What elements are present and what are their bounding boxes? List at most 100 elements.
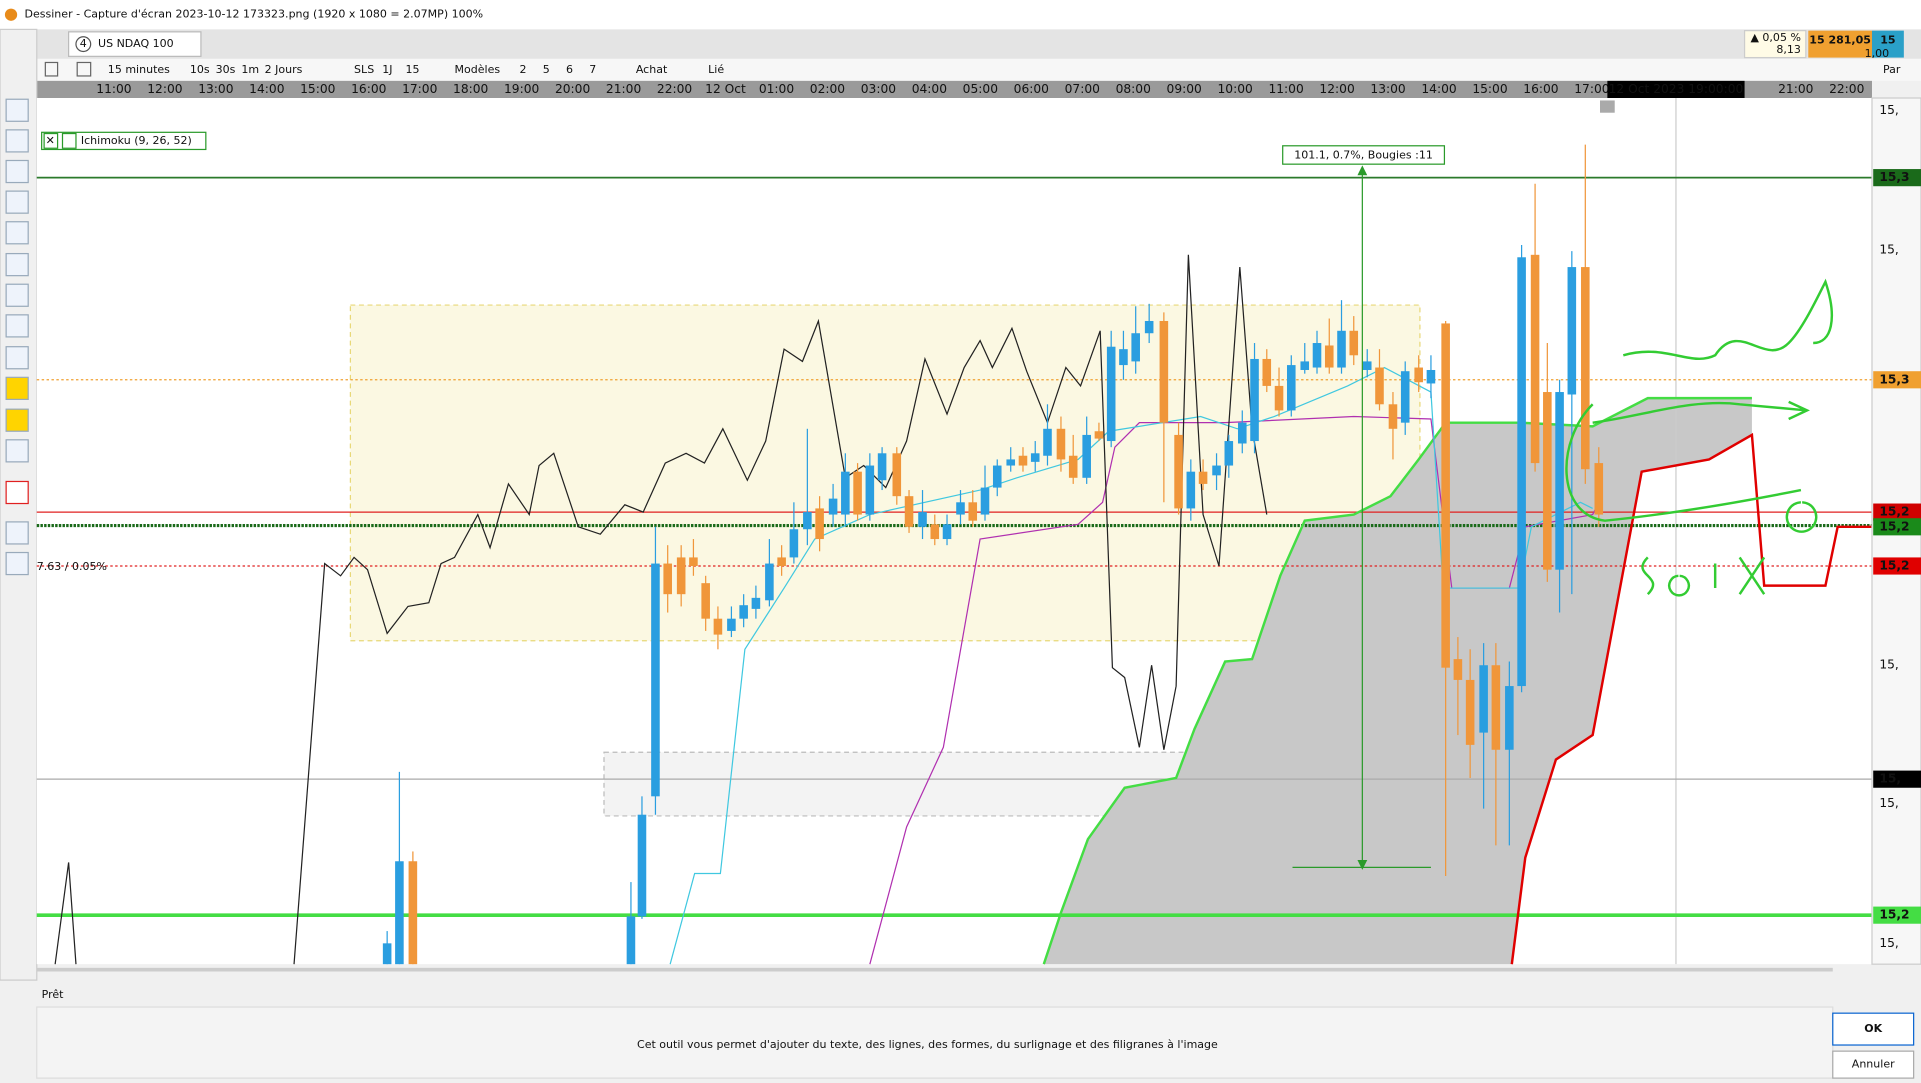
tenkan [669, 366, 1593, 965]
layout[interactable]: 6 [566, 63, 573, 76]
layout[interactable]: 2 [519, 63, 526, 76]
tool-button[interactable] [5, 480, 29, 505]
candle-body [395, 861, 404, 965]
price-label: 15,2 [1879, 505, 1909, 519]
price-label: 15,3 [1879, 372, 1909, 386]
tool-button[interactable] [5, 283, 29, 307]
scrollbar[interactable] [36, 967, 1833, 972]
shortcut[interactable]: 1m [241, 63, 259, 76]
range[interactable]: 2 Jours [265, 63, 303, 76]
menu-icon[interactable] [44, 61, 59, 77]
indicator-minimize[interactable] [61, 132, 77, 149]
ok-button[interactable] [1832, 1012, 1915, 1046]
time-label: 18:00 [453, 82, 488, 96]
time-label: 14:00 [1421, 82, 1456, 96]
tool-button[interactable] [5, 376, 29, 400]
interval[interactable]: 15 minutes [108, 63, 170, 76]
measure-label: 101.1, 0.7%, Bougies :11 [1294, 149, 1433, 162]
price-label: 15, [1879, 936, 1898, 950]
span-b [1510, 432, 1872, 965]
price-label: 15, [1879, 772, 1901, 786]
candle-body [701, 583, 710, 619]
indicator-close[interactable] [43, 132, 59, 149]
time-label: 12:00 [1319, 82, 1354, 96]
time-label: 19:00 [504, 82, 539, 96]
tool-button[interactable] [5, 98, 29, 122]
candle-body [853, 471, 862, 515]
time-label: 02:00 [810, 82, 845, 96]
tool-button[interactable] [5, 346, 29, 370]
candle-body [626, 916, 636, 965]
tool-button[interactable] [5, 551, 29, 576]
toolbar [36, 58, 1921, 81]
price-badge [1873, 906, 1921, 924]
candle-body [1131, 333, 1140, 362]
time-label: 13:00 [1370, 82, 1405, 96]
candle-body [1453, 659, 1463, 680]
shortcut[interactable]: 30s [216, 63, 236, 76]
candle-body [637, 814, 647, 917]
candle-body [777, 557, 786, 567]
candle-body [1262, 358, 1272, 386]
candle-body [765, 563, 774, 601]
tool-button[interactable] [5, 439, 29, 463]
tool-button[interactable] [5, 221, 29, 245]
candle-body [751, 597, 761, 609]
candle-body [1286, 365, 1296, 411]
cursor-label: 12 Oct 2023 19:00:00 [1609, 82, 1744, 96]
layout[interactable]: 7 [589, 63, 596, 76]
candle-body [992, 465, 1002, 488]
time-label: 15:00 [1472, 82, 1507, 96]
cursor-marker [1600, 100, 1615, 113]
candle-body [968, 502, 978, 521]
time-label: 07:00 [1065, 82, 1100, 96]
cancel-button[interactable] [1832, 1050, 1915, 1079]
tool-button[interactable] [5, 252, 29, 277]
handwriting-arrow [1592, 400, 1810, 424]
tool-button[interactable] [5, 190, 29, 214]
candle-body [1530, 254, 1540, 464]
params[interactable]: Par [1883, 63, 1901, 76]
price-label: 15,3 [1879, 170, 1909, 184]
candle-body [1543, 392, 1552, 570]
price-label: 15,2 [1879, 519, 1909, 533]
candle-body [382, 943, 392, 965]
price-badge [1873, 169, 1921, 187]
candle-body [1300, 361, 1310, 370]
measure-arrow [1357, 165, 1368, 176]
time-label: 17:00 [402, 82, 437, 96]
tool-button[interactable] [5, 521, 29, 545]
candle-body [713, 618, 723, 635]
time-label: 22:00 [1829, 82, 1864, 96]
shortcut[interactable]: 10s [190, 63, 210, 76]
range-shortcut[interactable]: 15 [406, 63, 420, 76]
candle-body [803, 512, 812, 530]
layout[interactable]: 5 [543, 63, 550, 76]
time-label: 12:00 [147, 82, 182, 96]
candle-body [1581, 267, 1590, 470]
linked[interactable]: Lié [708, 63, 724, 76]
handwriting-word [1641, 501, 1818, 597]
tool-button[interactable] [5, 408, 29, 432]
tool-button[interactable] [5, 159, 29, 184]
tab-bar [36, 29, 1921, 59]
models[interactable]: Modèles [455, 63, 501, 76]
candle-body [1106, 346, 1116, 442]
handwriting-loop [1565, 403, 1802, 522]
candle-body [1441, 323, 1450, 668]
indicator-box [41, 131, 207, 151]
quote-change-pct: ▲ 0,05 % [1750, 31, 1800, 44]
candle-body [1212, 465, 1221, 476]
tool-button[interactable] [5, 314, 29, 338]
candle-body [1056, 428, 1066, 460]
grid-icon[interactable] [76, 61, 92, 77]
candle-body [1414, 367, 1423, 383]
candle-body [676, 557, 686, 595]
candle-body [1594, 463, 1604, 515]
quote-ratio: 1,00 [1865, 47, 1890, 60]
buy[interactable]: Achat [636, 63, 668, 76]
candle-body [1094, 431, 1104, 439]
range-shortcut[interactable]: 1J [382, 63, 392, 76]
tool-button[interactable] [5, 129, 29, 153]
range-shortcut[interactable]: SLS [354, 63, 374, 76]
